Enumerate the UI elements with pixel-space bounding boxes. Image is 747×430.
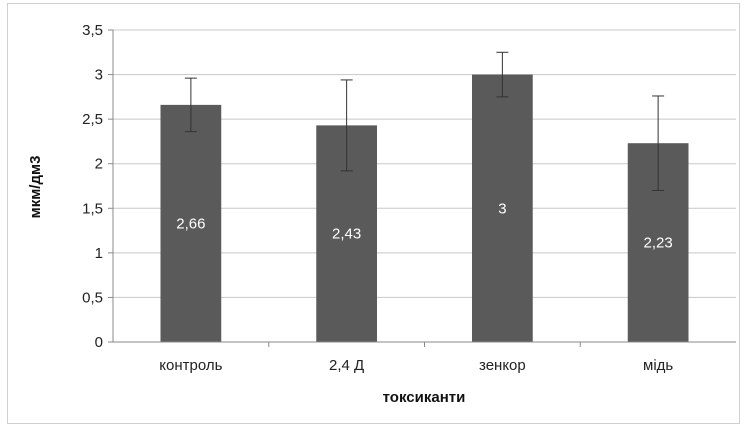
axes <box>108 29 736 347</box>
bars <box>160 74 689 343</box>
bar-value-label: 3 <box>498 200 506 217</box>
bar <box>160 104 222 342</box>
x-tick-label: контроль <box>159 357 222 374</box>
bar-value-label: 2,43 <box>332 226 361 243</box>
bar <box>472 74 533 343</box>
y-tick-labels: 0 0,5 1 1,5 2 2,5 3 3,5 <box>82 22 103 351</box>
y-axis-title: мкм/дм3 <box>27 156 44 219</box>
x-tick-label: мідь <box>643 357 673 374</box>
x-tick-label: зенкор <box>479 357 526 374</box>
y-tick-label: 0,5 <box>82 289 103 306</box>
x-axis-title: токсиканти <box>383 389 466 406</box>
y-tick-label: 0 <box>95 334 103 351</box>
y-tick-label: 3,5 <box>82 22 103 39</box>
bar-value-labels: 2,66 2,43 3 2,23 <box>176 200 672 251</box>
x-tick-label: 2,4 Д <box>329 357 364 374</box>
bar-value-label: 2,23 <box>644 235 673 252</box>
y-tick-label: 3 <box>95 67 103 84</box>
y-tick-label: 2 <box>95 156 103 173</box>
x-tick-labels: контроль 2,4 Д зенкор мідь <box>159 357 673 374</box>
error-bars <box>184 51 665 191</box>
y-tick-label: 2,5 <box>82 111 103 128</box>
bar-value-label: 2,66 <box>176 215 205 232</box>
y-tick-label: 1 <box>95 245 103 262</box>
y-tick-label: 1,5 <box>82 200 103 217</box>
